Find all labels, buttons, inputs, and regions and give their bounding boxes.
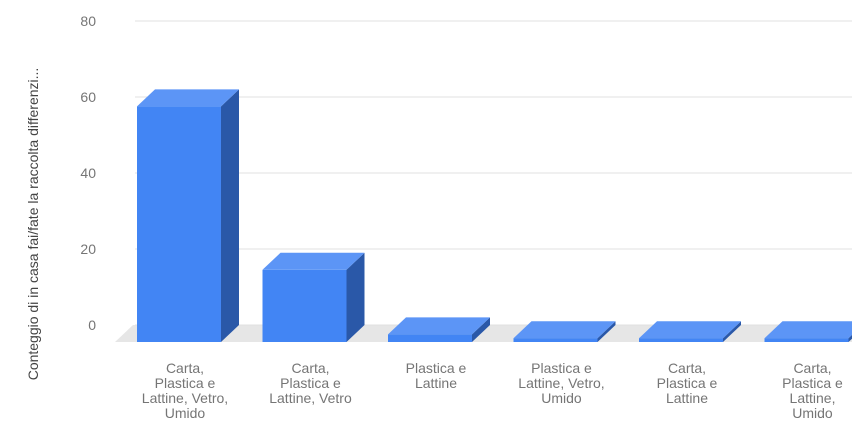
bar-top: [639, 321, 741, 339]
bar-top: [764, 321, 852, 339]
bar-front: [764, 338, 849, 342]
y-tick-label: 20: [80, 241, 96, 257]
x-tick-label: Carta, Plastica e Lattine, Vetro: [269, 360, 352, 406]
bar-side: [597, 321, 616, 342]
bar-front: [513, 338, 598, 342]
y-tick-label: 40: [80, 165, 96, 181]
bar-front: [388, 334, 472, 342]
x-tick-label: Plastica e Lattine, Vetro, Umido: [518, 360, 604, 406]
y-axis-label: Conteggio di in casa fai/fate la raccolt…: [25, 68, 41, 381]
bar-top: [137, 89, 239, 107]
y-tick-label: 0: [88, 317, 96, 333]
y-tick-label: 80: [80, 13, 96, 29]
bar-side: [723, 321, 741, 342]
bar-front: [262, 269, 347, 342]
bar: [764, 321, 852, 342]
x-tick-label: Carta, Plastica e Lattine: [657, 360, 718, 406]
x-tick-label: Carta, Plastica e Lattine, Vetro, Umido: [142, 360, 228, 421]
bar: [639, 321, 741, 342]
bar-side: [848, 334, 852, 342]
bar-top: [262, 252, 365, 270]
bar-side: [346, 252, 365, 342]
bar: [388, 317, 490, 342]
bar-front: [639, 338, 723, 342]
bar-top: [388, 317, 490, 335]
bar-front: [137, 106, 221, 343]
bar-side: [221, 89, 239, 343]
bar: [137, 89, 239, 343]
bar-side: [472, 317, 490, 342]
y-tick-label: 60: [80, 89, 96, 105]
bar: [262, 252, 365, 342]
x-tick-label: Plastica e Lattine: [406, 360, 467, 391]
x-tick-label: Carta, Plastica e Lattine, Umido: [782, 360, 843, 421]
bar: [513, 321, 616, 342]
bar-top: [513, 321, 616, 339]
